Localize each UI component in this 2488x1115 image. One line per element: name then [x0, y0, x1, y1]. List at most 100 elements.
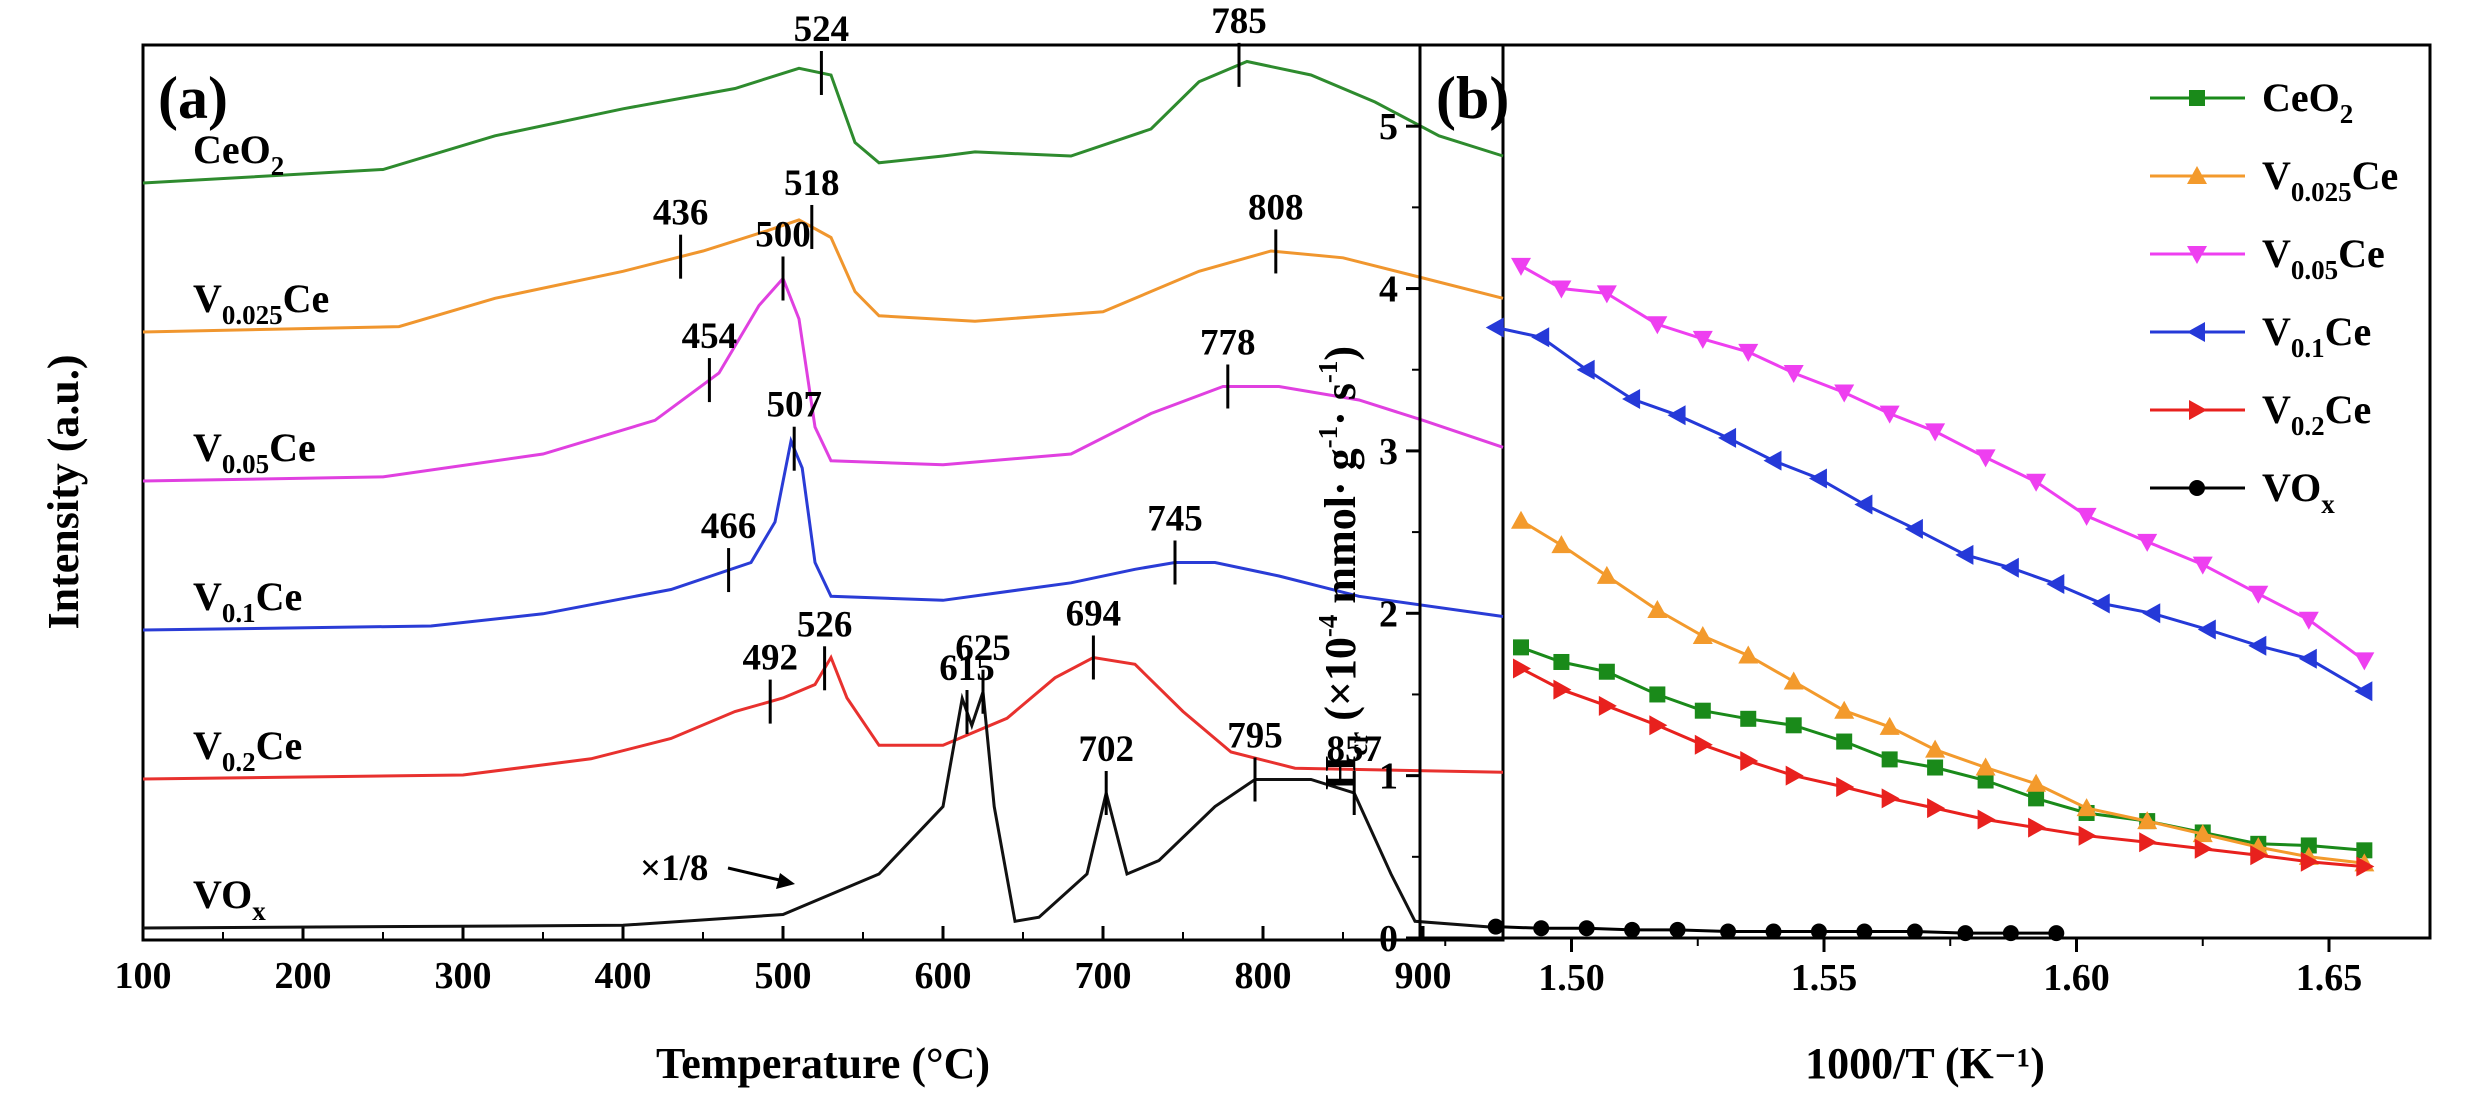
series-label-V0.05Ce: V0.05Ce — [193, 425, 316, 479]
point-VOx — [1810, 923, 1827, 940]
series-label-CeO2-main: CeO — [193, 127, 271, 172]
point-V0.1Ce — [1622, 388, 1641, 409]
peak-label-V0.1Ce-507: 507 — [766, 385, 822, 426]
point-V0.2Ce — [1553, 679, 1572, 700]
point-VOx — [1669, 921, 1686, 938]
point-CeO2 — [2028, 790, 2045, 807]
point-V0.2Ce — [2356, 856, 2375, 877]
point-V0.05Ce — [2354, 652, 2375, 671]
series-label-V0.1Ce: V0.1Ce — [193, 574, 302, 628]
peak-label-V0.2Ce-694: 694 — [1066, 594, 1122, 635]
point-CeO2 — [1513, 639, 1529, 656]
legend-label-V0.05Ce-sub: 0.05 — [2291, 255, 2338, 285]
point-CeO2 — [1977, 772, 1994, 789]
panel-b-y-tick-label: 2 — [1379, 593, 1398, 635]
curve-V0.025Ce — [142, 218, 1504, 334]
peak-label-V0.1Ce-745: 745 — [1147, 499, 1203, 540]
legend-label-V0.1Ce-sub: 0.1 — [2291, 333, 2325, 363]
point-V0.025Ce — [1783, 671, 1804, 690]
legend-label-V0.025Ce: V0.025Ce — [2262, 153, 2398, 207]
point-V0.025Ce — [1511, 510, 1531, 529]
point-V0.025Ce — [1738, 645, 1759, 664]
legend-label-V0.05Ce: V0.05Ce — [2262, 231, 2385, 285]
curve-V0.1Ce — [142, 435, 1504, 632]
panel-b-y-tick-label: 4 — [1379, 269, 1398, 311]
legend-label-V0.025Ce-main: V — [2262, 153, 2291, 198]
point-V0.025Ce — [2192, 824, 2213, 843]
point-V0.025Ce — [2026, 773, 2047, 792]
series-label-V0.2Ce: V0.2Ce — [193, 723, 302, 777]
panel-b-x-axis-title: 1000/T (K⁻¹) — [1805, 1039, 2045, 1088]
point-VOx — [1624, 921, 1641, 938]
point-V0.1Ce — [2248, 635, 2267, 656]
peak-label-VOx-702: 702 — [1078, 729, 1134, 770]
peak-label-V0.2Ce-492: 492 — [742, 638, 798, 679]
series-label-CeO2: CeO2 — [193, 127, 284, 181]
panel-b-series — [1485, 257, 2375, 942]
series-label-V0.05Ce-after: Ce — [269, 425, 316, 470]
curve-CeO2 — [142, 59, 1504, 185]
legend-label-V0.1Ce-after: Ce — [2325, 309, 2372, 354]
peak-label-V0.1Ce-466: 466 — [701, 506, 757, 547]
point-V0.1Ce — [2000, 557, 2019, 578]
point-V0.05Ce — [2137, 533, 2158, 552]
point-V0.025Ce — [1925, 739, 1946, 758]
line-V0.2Ce — [1520, 667, 2365, 869]
point-V0.025Ce — [2137, 811, 2158, 830]
legend-marker-V0.1Ce — [2187, 322, 2205, 342]
legend-label-V0.025Ce-sub: 0.025 — [2291, 177, 2352, 207]
point-VOx — [1906, 923, 1923, 940]
point-V0.2Ce — [2139, 832, 2158, 853]
point-VOx — [1957, 925, 1974, 942]
series-label-VOx-main: VO — [193, 872, 252, 917]
panel-b-plot-frame — [1418, 43, 2432, 940]
point-CeO2 — [1694, 702, 1711, 719]
legend-marker-V0.2Ce — [2189, 400, 2207, 420]
legend-label-V0.05Ce-main: V — [2262, 231, 2291, 276]
legend-label-VOx-main: VO — [2262, 465, 2321, 510]
series-label-V0.025Ce: V0.025Ce — [193, 276, 329, 330]
series-label-V0.1Ce-after: Ce — [256, 574, 303, 619]
peak-label-V0.05Ce-454: 454 — [682, 316, 738, 357]
line-V0.05Ce — [1520, 264, 2366, 662]
panel-a-x-tick-label: 600 — [915, 955, 972, 997]
point-V0.1Ce — [2354, 681, 2373, 702]
legend-label-V0.025Ce-after: Ce — [2352, 153, 2399, 198]
panel-b-axis-ticks: 1.50 1.55 1.60 1.65 0 1 2 3 4 5 — [1379, 106, 2362, 999]
point-V0.05Ce — [1738, 343, 1759, 362]
point-CeO2 — [1881, 751, 1898, 768]
legend-label-V0.2Ce-main: V — [2262, 387, 2291, 432]
panel-b-y-tick-label: 3 — [1379, 431, 1398, 473]
point-CeO2 — [1927, 759, 1944, 776]
point-CeO2 — [1649, 686, 1666, 703]
point-VOx — [1720, 923, 1737, 940]
point-V0.2Ce — [1927, 798, 1946, 819]
point-V0.1Ce — [1718, 427, 1737, 448]
panel-a-x-tick-label: 900 — [1395, 955, 1452, 997]
legend-label-V0.2Ce: V0.2Ce — [2262, 387, 2371, 441]
series-label-V0.025Ce-main: V — [193, 276, 222, 321]
vox-scale-arrow-head — [776, 873, 795, 889]
point-V0.1Ce — [1576, 359, 1595, 380]
legend-marker-CeO2 — [2189, 90, 2205, 106]
point-V0.05Ce — [1647, 316, 1668, 335]
point-V0.2Ce — [2250, 845, 2269, 866]
peak-label-V0.05Ce-778: 778 — [1200, 323, 1256, 364]
point-V0.05Ce — [1925, 423, 1946, 442]
point-VOx — [1578, 920, 1595, 937]
point-CeO2 — [2356, 842, 2373, 859]
panel-a-x-axis-title: Temperature (°C) — [656, 1039, 990, 1088]
point-CeO2 — [2300, 837, 2317, 854]
vox-scale-arrow-line — [727, 866, 789, 884]
series-label-VOx: VOx — [193, 872, 266, 926]
point-V0.1Ce — [1763, 450, 1782, 471]
peak-label-V0.025Ce-808: 808 — [1248, 187, 1304, 228]
peak-label-CeO2-785: 785 — [1211, 1, 1267, 42]
point-V0.2Ce — [1785, 765, 1804, 786]
vox-scale-annotation: ×1/8 — [640, 848, 795, 889]
point-CeO2 — [1785, 717, 1802, 734]
panel-b-x-tick-label: 1.55 — [1791, 957, 1858, 999]
peak-label-CeO2-524: 524 — [794, 9, 850, 50]
